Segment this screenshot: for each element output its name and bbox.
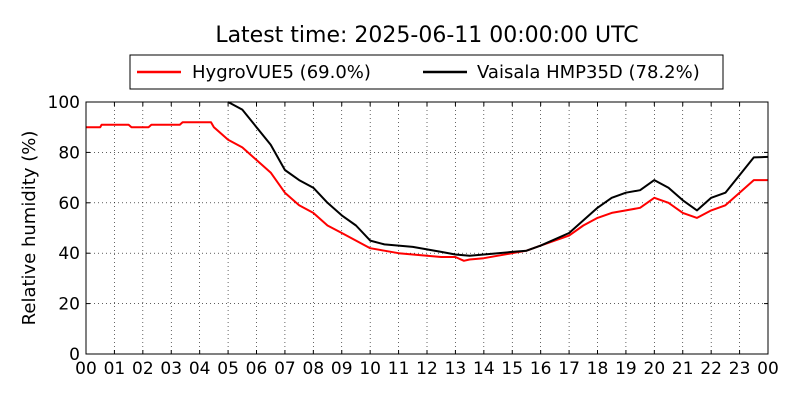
x-tick-label: 04 — [189, 359, 211, 379]
x-tick-label: 16 — [530, 359, 552, 379]
y-tick-label: 80 — [58, 143, 80, 163]
x-tick-label: 10 — [359, 359, 381, 379]
y-axis-label: Relative humidity (%) — [19, 131, 40, 326]
x-tick-label: 06 — [246, 359, 268, 379]
x-tick-label: 21 — [672, 359, 694, 379]
series-line-vaisala-hmp35d — [227, 101, 769, 257]
x-tick-label: 07 — [274, 359, 296, 379]
grid — [86, 102, 768, 354]
x-tick-label: 22 — [700, 359, 722, 379]
y-tick-label: 40 — [58, 244, 80, 264]
x-tick-label: 09 — [331, 359, 353, 379]
x-tick-label: 23 — [729, 359, 751, 379]
x-tick-label: 17 — [558, 359, 580, 379]
x-tick-label: 11 — [388, 359, 410, 379]
legend-label-hygrovue5: HygroVUE5 (69.0%) — [192, 62, 371, 83]
legend: HygroVUE5 (69.0%) Vaisala HMP35D (78.2%) — [129, 54, 724, 90]
y-tick-labels: 0 20 40 60 80 100 — [48, 93, 80, 365]
x-tick-label: 03 — [160, 359, 182, 379]
series-layer — [86, 101, 769, 262]
x-tick-label: 13 — [445, 359, 467, 379]
y-tick-label: 60 — [58, 194, 80, 214]
x-tick-label: 00 — [757, 359, 779, 379]
x-tick-label: 05 — [217, 359, 239, 379]
x-tick-label: 01 — [104, 359, 126, 379]
x-tick-label: 02 — [132, 359, 154, 379]
x-tick-label: 14 — [473, 359, 495, 379]
series-line-hygrovue5 — [86, 121, 768, 262]
legend-label-vaisala: Vaisala HMP35D (78.2%) — [477, 62, 700, 83]
x-tick-labels: 00 01 02 03 04 05 06 07 08 09 10 11 12 13 14 15 16 17 18 19… — [75, 359, 779, 379]
y-tick-label: 20 — [58, 295, 80, 315]
x-tick-label: 20 — [644, 359, 666, 379]
x-tick-label: 18 — [587, 359, 609, 379]
x-tick-label: 15 — [501, 359, 523, 379]
chart-title: Latest time: 2025-06-11 00:00:00 UTC — [215, 23, 638, 48]
ticks — [85, 101, 769, 355]
x-tick-label: 12 — [416, 359, 438, 379]
x-tick-label: 00 — [75, 359, 97, 379]
plot-frame — [85, 101, 769, 355]
x-tick-label: 08 — [303, 359, 325, 379]
y-tick-label: 0 — [69, 345, 80, 365]
x-tick-label: 19 — [615, 359, 637, 379]
y-tick-label: 100 — [48, 93, 80, 113]
